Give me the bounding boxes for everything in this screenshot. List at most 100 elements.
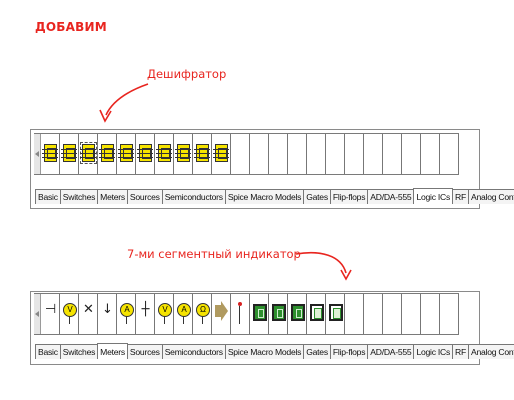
part-slot[interactable] bbox=[231, 294, 250, 334]
empty-slot[interactable] bbox=[421, 134, 440, 174]
tab-spice-macro-models[interactable]: Spice Macro Models bbox=[224, 189, 305, 204]
category-tabs: Basic Switches Meters Sources Semiconduc… bbox=[35, 188, 514, 204]
tab-sources[interactable]: Sources bbox=[126, 344, 163, 359]
tab-meters[interactable]: Meters bbox=[97, 189, 128, 204]
empty-slot[interactable] bbox=[440, 294, 459, 334]
part-slot[interactable] bbox=[212, 134, 231, 174]
chip-74190-icon[interactable] bbox=[213, 144, 229, 162]
part-slot[interactable] bbox=[41, 134, 60, 174]
ammeter-icon[interactable]: A bbox=[120, 303, 134, 324]
tab-logic-ics[interactable]: Logic ICs bbox=[413, 188, 454, 204]
part-slot[interactable]: ⊣ bbox=[41, 294, 60, 334]
part-slot[interactable] bbox=[250, 294, 269, 334]
tab-analog-control[interactable]: Analog Control bbox=[468, 189, 514, 204]
switch-probe-icon[interactable]: ✕ bbox=[83, 302, 94, 317]
part-slot[interactable]: ┼ bbox=[136, 294, 155, 334]
chip-74151-icon[interactable] bbox=[137, 144, 153, 162]
part-slot-decoder[interactable] bbox=[79, 134, 98, 174]
empty-slot[interactable] bbox=[440, 134, 459, 174]
empty-slot[interactable] bbox=[383, 134, 402, 174]
part-slot[interactable] bbox=[136, 134, 155, 174]
tab-semiconductors[interactable]: Semiconductors bbox=[161, 344, 226, 359]
tab-rf[interactable]: RF bbox=[452, 344, 470, 359]
seven-segment-icon[interactable] bbox=[291, 304, 305, 321]
part-slot[interactable]: Ω bbox=[193, 294, 212, 334]
part-slot[interactable] bbox=[155, 134, 174, 174]
voltmeter-icon[interactable]: V bbox=[63, 303, 77, 324]
tab-switches[interactable]: Switches bbox=[59, 344, 99, 359]
hex-display-icon[interactable] bbox=[329, 304, 343, 321]
part-slot[interactable] bbox=[326, 294, 345, 334]
part-slot[interactable]: V bbox=[155, 294, 174, 334]
part-slot[interactable]: ↓ bbox=[98, 294, 117, 334]
tab-basic[interactable]: Basic bbox=[35, 189, 61, 204]
oscilloscope-icon[interactable] bbox=[253, 304, 267, 321]
arrow-head-segment bbox=[340, 269, 352, 281]
tab-gates[interactable]: Gates bbox=[303, 189, 331, 204]
arrow-down-icon[interactable]: ↓ bbox=[102, 302, 113, 317]
empty-slot[interactable] bbox=[288, 134, 307, 174]
tab-spice-macro-models[interactable]: Spice Macro Models bbox=[224, 344, 305, 359]
tab-sources[interactable]: Sources bbox=[126, 189, 163, 204]
part-slot[interactable] bbox=[269, 294, 288, 334]
chip-74153-icon[interactable] bbox=[156, 144, 172, 162]
part-slot[interactable]: A bbox=[174, 294, 193, 334]
category-tabs: Basic Switches Meters Sources Semiconduc… bbox=[35, 343, 514, 359]
heading: ДОБАВИМ bbox=[35, 20, 107, 34]
toolbar-grip[interactable] bbox=[34, 294, 41, 334]
part-slot[interactable]: V bbox=[60, 294, 79, 334]
empty-slot[interactable] bbox=[307, 134, 326, 174]
chip-7448-icon[interactable] bbox=[61, 144, 77, 162]
lcd-display-icon[interactable] bbox=[310, 304, 324, 321]
part-slot[interactable] bbox=[307, 294, 326, 334]
empty-slot[interactable] bbox=[364, 134, 383, 174]
tab-ad-da-555[interactable]: AD/DA-555 bbox=[367, 189, 415, 204]
part-slot[interactable] bbox=[193, 134, 212, 174]
speaker-icon[interactable] bbox=[215, 301, 228, 321]
empty-slot[interactable] bbox=[345, 134, 364, 174]
ground-probe-icon[interactable]: ⊣ bbox=[44, 302, 57, 317]
ohmmeter-icon[interactable]: Ω bbox=[196, 303, 210, 324]
chip-74138-icon[interactable] bbox=[99, 144, 115, 162]
empty-slot[interactable] bbox=[383, 294, 402, 334]
tab-basic[interactable]: Basic bbox=[35, 344, 61, 359]
part-slot[interactable] bbox=[117, 134, 136, 174]
tab-flip-flops[interactable]: Flip-flops bbox=[329, 344, 369, 359]
tab-analog-control[interactable]: Analog Control bbox=[468, 344, 514, 359]
empty-slot[interactable] bbox=[231, 134, 250, 174]
chip-7442-icon[interactable] bbox=[118, 144, 134, 162]
empty-slot[interactable] bbox=[269, 134, 288, 174]
chip-7447-icon[interactable] bbox=[42, 144, 58, 162]
lamp-icon[interactable] bbox=[238, 302, 242, 324]
tab-logic-ics[interactable]: Logic ICs bbox=[413, 344, 454, 359]
cross-probe-icon[interactable]: ┼ bbox=[141, 302, 150, 317]
empty-slot[interactable] bbox=[402, 134, 421, 174]
empty-slot[interactable] bbox=[421, 294, 440, 334]
toolbar-grip[interactable] bbox=[34, 134, 41, 174]
empty-slot[interactable] bbox=[250, 134, 269, 174]
empty-slot[interactable] bbox=[345, 294, 364, 334]
tab-rf[interactable]: RF bbox=[452, 189, 470, 204]
chip-74157-icon[interactable] bbox=[175, 144, 191, 162]
chip-decoder-icon[interactable] bbox=[80, 142, 97, 164]
tab-flip-flops[interactable]: Flip-flops bbox=[329, 189, 369, 204]
empty-slot[interactable] bbox=[402, 294, 421, 334]
bargraph-icon[interactable] bbox=[272, 304, 286, 321]
tab-gates[interactable]: Gates bbox=[303, 344, 331, 359]
part-slot[interactable] bbox=[60, 134, 79, 174]
tab-semiconductors[interactable]: Semiconductors bbox=[161, 189, 226, 204]
tab-ad-da-555[interactable]: AD/DA-555 bbox=[367, 344, 415, 359]
part-slot[interactable] bbox=[174, 134, 193, 174]
part-slot[interactable] bbox=[212, 294, 231, 334]
tab-switches[interactable]: Switches bbox=[59, 189, 99, 204]
empty-slot[interactable] bbox=[326, 134, 345, 174]
part-slot[interactable]: A bbox=[117, 294, 136, 334]
part-slot[interactable] bbox=[288, 294, 307, 334]
chip-74181-icon[interactable] bbox=[194, 144, 210, 162]
tab-meters[interactable]: Meters bbox=[97, 343, 128, 359]
part-slot[interactable]: ✕ bbox=[79, 294, 98, 334]
ammeter2-icon[interactable]: A bbox=[177, 303, 191, 324]
voltmeter2-icon[interactable]: V bbox=[158, 303, 172, 324]
empty-slot[interactable] bbox=[364, 294, 383, 334]
part-slot[interactable] bbox=[98, 134, 117, 174]
